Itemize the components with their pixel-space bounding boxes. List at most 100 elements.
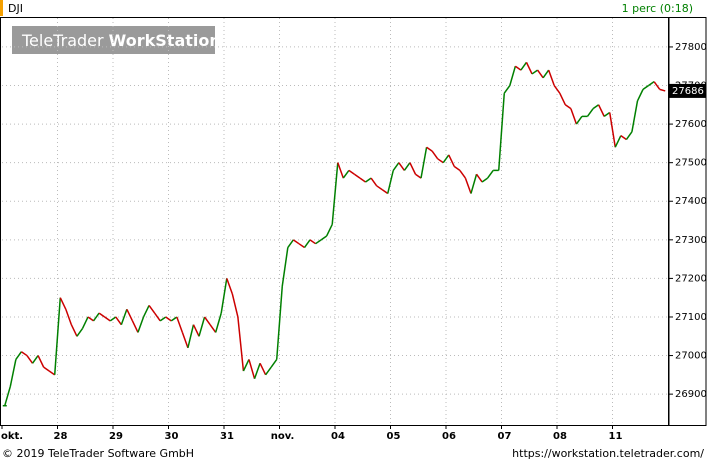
price-segment	[198, 316, 206, 337]
url: https://workstation.teletrader.com/	[512, 447, 704, 460]
price-segment	[92, 312, 100, 322]
price-segment	[531, 69, 539, 75]
price-segment	[309, 239, 317, 245]
price-segment	[9, 359, 17, 387]
price-segment	[653, 81, 661, 90]
price-segment	[453, 165, 461, 171]
price-segment	[642, 84, 650, 90]
x-tick-label: 28	[54, 431, 68, 442]
interval: 1 perc (0:18)	[622, 2, 693, 15]
watermark-brand: TeleTrader	[21, 31, 104, 50]
price-segment	[192, 324, 200, 337]
price-segment	[542, 69, 550, 79]
price-segment	[142, 305, 150, 318]
price-segment	[392, 162, 400, 171]
price-segment	[470, 174, 478, 194]
price-segment	[4, 386, 12, 406]
price-segment	[325, 224, 333, 237]
symbol-marker	[0, 0, 3, 16]
price-segment	[403, 162, 411, 171]
price-segment	[481, 177, 489, 183]
price-segment	[231, 293, 239, 318]
price-segment	[398, 162, 405, 171]
x-tick-label: 29	[109, 431, 123, 442]
price-segment	[370, 177, 378, 187]
price-segment	[187, 324, 195, 349]
price-segment	[26, 355, 34, 364]
price-segment	[503, 85, 511, 94]
price-segment	[70, 324, 78, 337]
y-tick-label: 27600	[675, 119, 707, 130]
price-segment	[131, 320, 139, 333]
y-tick-label: 27100	[675, 312, 707, 323]
price-segment	[431, 150, 439, 160]
price-segment	[165, 316, 172, 322]
x-tick-label: 11	[609, 431, 623, 442]
y-tick-label: 27200	[675, 273, 707, 284]
price-segment	[509, 66, 517, 86]
price-segment	[220, 278, 228, 314]
price-segment	[448, 154, 456, 167]
price-segment	[659, 88, 666, 92]
price-segment	[426, 146, 433, 152]
price-segment	[475, 173, 483, 183]
x-tick-label: 08	[553, 431, 567, 442]
price-segment	[331, 162, 339, 225]
price-segment	[592, 104, 600, 110]
price-segment	[120, 309, 128, 325]
price-segment	[497, 93, 506, 171]
symbol: DJI	[8, 2, 23, 15]
y-tick-label: 27800	[675, 42, 707, 53]
price-segment	[148, 304, 156, 314]
price-segment	[487, 169, 494, 179]
price-segment	[115, 316, 122, 326]
price-segment	[31, 355, 39, 364]
price-segment	[270, 358, 278, 368]
price-segment	[381, 189, 389, 195]
copyright: © 2019 TeleTrader Software GmbH	[2, 447, 194, 460]
price-segment	[315, 239, 322, 245]
price-segment	[65, 309, 73, 325]
price-segment	[203, 316, 211, 326]
x-tick-label: 06	[442, 431, 456, 442]
y-tick-label: 27000	[675, 351, 707, 362]
watermark: TeleTrader WorkStation	[21, 31, 221, 50]
price-segment	[154, 312, 161, 322]
price-segment	[459, 169, 467, 179]
price-segment	[525, 62, 533, 75]
price-segment	[464, 177, 472, 194]
price-segment	[631, 100, 639, 132]
price-segment	[570, 108, 578, 125]
price-segment	[353, 173, 361, 179]
price-segment	[636, 89, 644, 102]
price-segment	[214, 312, 222, 333]
price-segment	[553, 85, 561, 94]
price-segment	[281, 247, 289, 287]
y-tick-label: 27500	[675, 158, 707, 169]
price-segment	[597, 104, 605, 117]
price-segment	[386, 170, 395, 194]
price-segment	[109, 316, 117, 322]
price-segment	[514, 65, 522, 71]
price-segment	[59, 297, 67, 310]
price-segment	[15, 351, 23, 360]
price-segment	[564, 104, 572, 110]
x-tick-label: okt.	[1, 431, 23, 442]
price-segment	[536, 69, 544, 79]
price-segment	[81, 316, 89, 329]
price-segment	[98, 312, 106, 318]
price-segment	[20, 351, 28, 357]
x-tick-label: 07	[498, 431, 512, 442]
price-segment	[159, 316, 167, 322]
price-segment	[209, 324, 217, 333]
price-segment	[253, 363, 261, 379]
x-tick-label: 04	[331, 431, 345, 442]
price-segment	[303, 239, 311, 248]
price-segment	[437, 158, 444, 164]
price-segment	[342, 169, 350, 179]
price-segment	[359, 177, 366, 183]
price-segment	[37, 355, 45, 368]
price-segment	[625, 131, 633, 140]
price-segment	[520, 61, 528, 71]
